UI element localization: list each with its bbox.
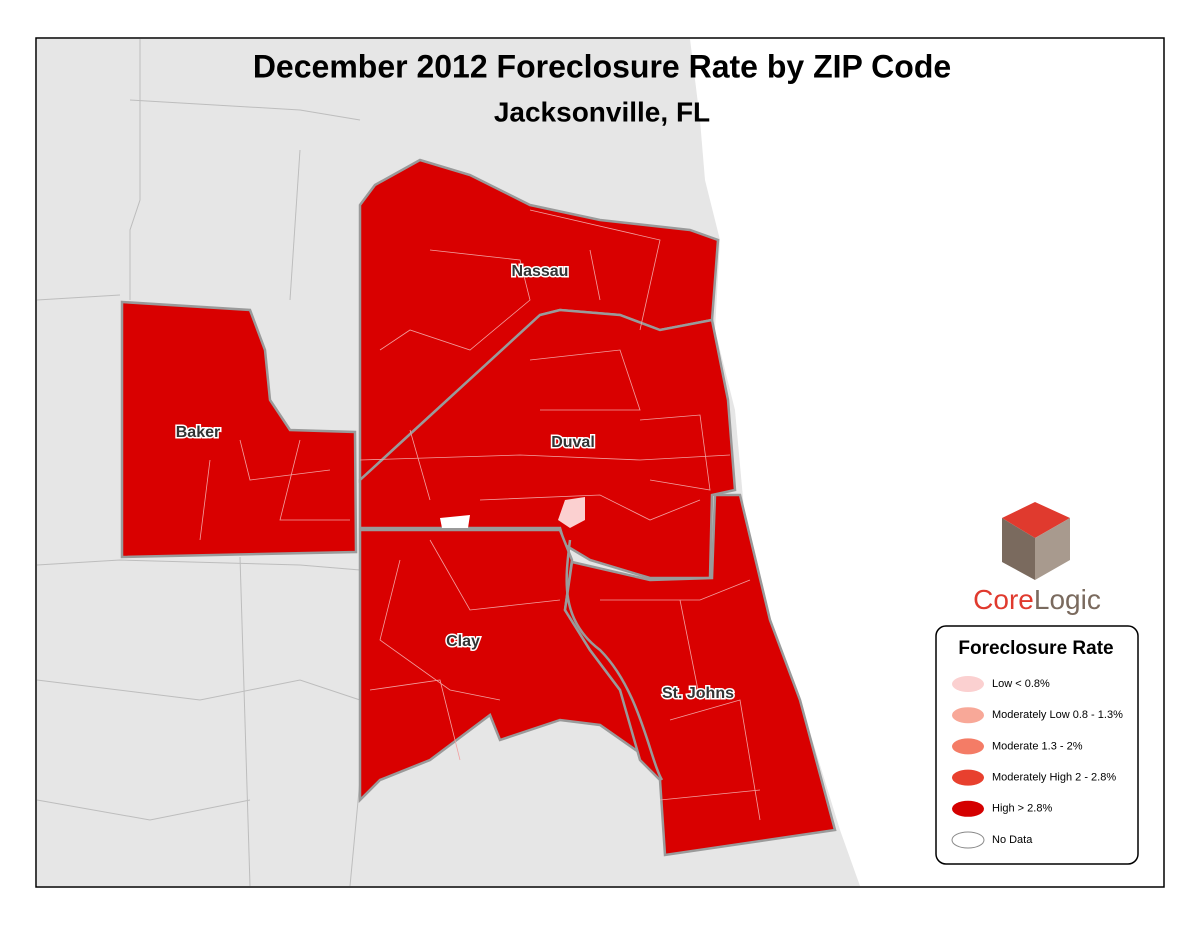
legend-label: Moderately High 2 - 2.8% bbox=[992, 772, 1116, 784]
map-subtitle: Jacksonville, FL bbox=[494, 96, 710, 127]
legend-box bbox=[935, 625, 1139, 865]
map-title: December 2012 Foreclosure Rate by ZIP Co… bbox=[253, 48, 951, 84]
logo: CoreLogic bbox=[973, 502, 1101, 615]
background-borders bbox=[36, 39, 361, 887]
county-st-johns bbox=[563, 493, 837, 857]
county-label: Baker bbox=[176, 424, 220, 441]
zip-low bbox=[558, 497, 585, 528]
counties bbox=[120, 158, 837, 857]
logo-text: CoreLogic bbox=[973, 584, 1101, 615]
logo-core: Core bbox=[973, 584, 1034, 615]
legend-swatch bbox=[952, 676, 984, 692]
zip-boundaries bbox=[199, 209, 761, 821]
county-baker bbox=[120, 300, 358, 559]
legend-swatch bbox=[952, 769, 984, 786]
legend-label: Moderately Low 0.8 - 1.3% bbox=[992, 709, 1123, 721]
county-label: Clay bbox=[446, 633, 480, 650]
legend-swatch bbox=[952, 738, 984, 755]
legend: Foreclosure Rate Low < 0.8% Moderately Lo… bbox=[935, 625, 1139, 865]
county-label: Nassau bbox=[512, 263, 569, 280]
county-labels: Nassau Baker Duval Clay St. Johns bbox=[174, 262, 735, 704]
legend-swatch bbox=[952, 800, 984, 817]
legend-label: Low < 0.8% bbox=[992, 678, 1050, 690]
legend-label: No Data bbox=[992, 834, 1033, 846]
zip-no-data bbox=[440, 515, 470, 528]
legend-label: Moderate 1.3 - 2% bbox=[992, 740, 1083, 752]
legend-swatch bbox=[951, 831, 985, 849]
county-label: St. Johns bbox=[662, 685, 734, 702]
county-label: Duval bbox=[551, 434, 595, 451]
legend-swatch bbox=[952, 707, 984, 724]
legend-label: High > 2.8% bbox=[992, 803, 1052, 815]
river bbox=[565, 539, 664, 781]
legend-title: Foreclosure Rate bbox=[958, 638, 1113, 659]
logo-logic: Logic bbox=[1034, 584, 1101, 615]
